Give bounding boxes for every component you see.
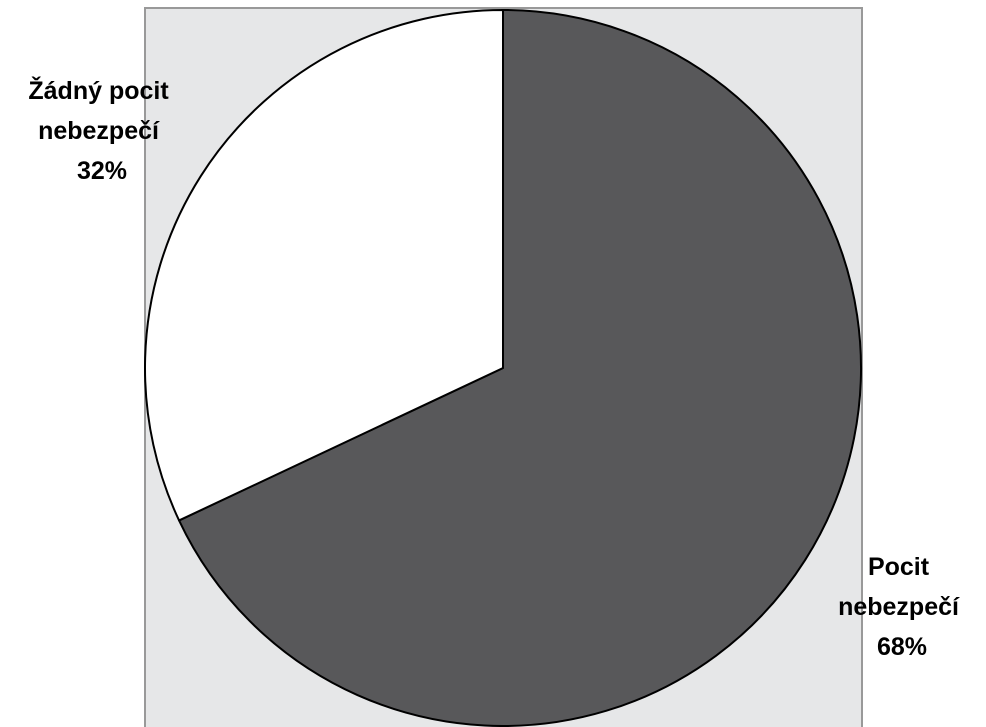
pie-slice-no-danger bbox=[143, 9, 504, 522]
slice-label-no-danger-percent: 32% bbox=[77, 157, 127, 185]
pie-slices bbox=[143, 9, 862, 727]
slice-label-no-danger: Žádný pocit nebezpečí 32% bbox=[28, 75, 175, 185]
slice-label-danger: Pocit nebezpečí 68% bbox=[838, 553, 966, 661]
slice-label-danger-line1: Pocit bbox=[868, 553, 930, 581]
slice-label-danger-line2: nebezpečí bbox=[838, 593, 960, 621]
slice-label-danger-percent: 68% bbox=[877, 633, 927, 661]
slice-label-no-danger-line1: Žádný pocit bbox=[28, 75, 169, 105]
slice-label-no-danger-line2: nebezpečí bbox=[38, 117, 160, 145]
pie-slice-danger bbox=[178, 9, 862, 727]
